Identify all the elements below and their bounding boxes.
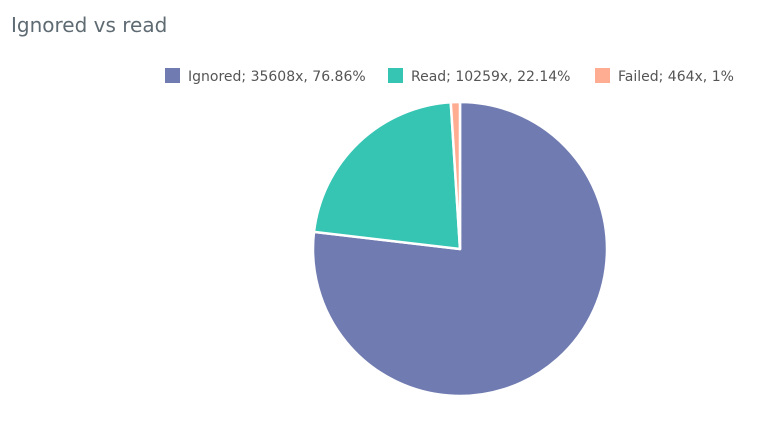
legend-item-failed[interactable]: Failed; 464x, 1% [595, 68, 734, 88]
legend-label-failed: Failed; 464x, 1% [618, 69, 734, 85]
legend-swatch-failed [595, 68, 610, 83]
chart-legend: Ignored; 35608x, 76.86% Read; 10259x, 22… [0, 0, 775, 100]
pie-slices [311, 100, 609, 398]
chart-title: Ignored vs read [11, 13, 168, 37]
legend-label-read: Read; 10259x, 22.14% [411, 69, 571, 85]
legend-swatch-read [388, 68, 403, 83]
pie-slice-read[interactable] [312, 101, 462, 251]
legend-label-ignored: Ignored; 35608x, 76.86% [188, 69, 366, 85]
pie-slice-failed[interactable] [449, 100, 462, 251]
legend-item-ignored[interactable]: Ignored; 35608x, 76.86% [165, 68, 366, 88]
legend-item-read[interactable]: Read; 10259x, 22.14% [388, 68, 570, 88]
legend-swatch-ignored [165, 68, 180, 83]
